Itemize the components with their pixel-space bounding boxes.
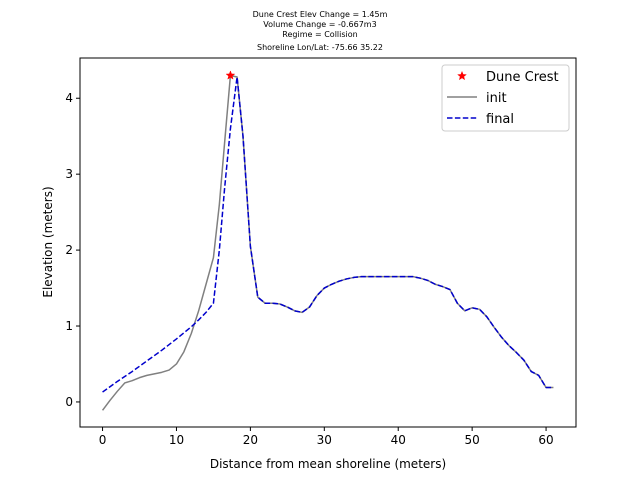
title-line: Shoreline Lon/Lat: -75.66 35.22 bbox=[257, 43, 383, 52]
x-tick-label: 40 bbox=[391, 433, 406, 447]
y-axis-label: Elevation (meters) bbox=[41, 186, 55, 297]
x-axis: 0 10 20 30 40 50 60 bbox=[99, 427, 554, 447]
legend: Dune Crest init final bbox=[441, 64, 570, 132]
title-line: Volume Change = -0.667m3 bbox=[263, 20, 376, 29]
chart-title: Dune Crest Elev Change = 1.45m Volume Ch… bbox=[253, 10, 388, 52]
final-series-line bbox=[102, 76, 554, 393]
title-line: Dune Crest Elev Change = 1.45m bbox=[253, 10, 388, 19]
x-tick-label: 60 bbox=[538, 433, 553, 447]
legend-label: Dune Crest bbox=[486, 70, 559, 85]
y-tick-label: 3 bbox=[65, 167, 73, 181]
y-tick-label: 2 bbox=[65, 243, 73, 257]
series-layer bbox=[101, 70, 554, 411]
legend-label: final bbox=[486, 112, 514, 127]
y-tick-label: 4 bbox=[65, 91, 73, 105]
legend-label: init bbox=[486, 91, 507, 106]
y-axis: 0 1 2 3 4 bbox=[65, 91, 80, 409]
x-tick-label: 50 bbox=[465, 433, 480, 447]
legend-marker bbox=[457, 70, 467, 81]
x-tick-label: 10 bbox=[169, 433, 184, 447]
x-tick-label: 20 bbox=[243, 433, 258, 447]
x-tick-label: 30 bbox=[317, 433, 332, 447]
x-axis-label: Distance from mean shoreline (meters) bbox=[210, 457, 446, 471]
dune-crest-marker bbox=[225, 70, 236, 80]
plot-frame bbox=[79, 57, 577, 428]
title-line: Regime = Collision bbox=[282, 30, 357, 39]
y-tick-label: 1 bbox=[65, 319, 73, 333]
y-tick-label: 0 bbox=[65, 395, 73, 409]
x-tick-label: 0 bbox=[99, 433, 107, 447]
legend-box bbox=[441, 64, 570, 132]
plot-area: 0 10 20 30 40 50 60 0 1 2 3 4 bbox=[65, 57, 577, 447]
